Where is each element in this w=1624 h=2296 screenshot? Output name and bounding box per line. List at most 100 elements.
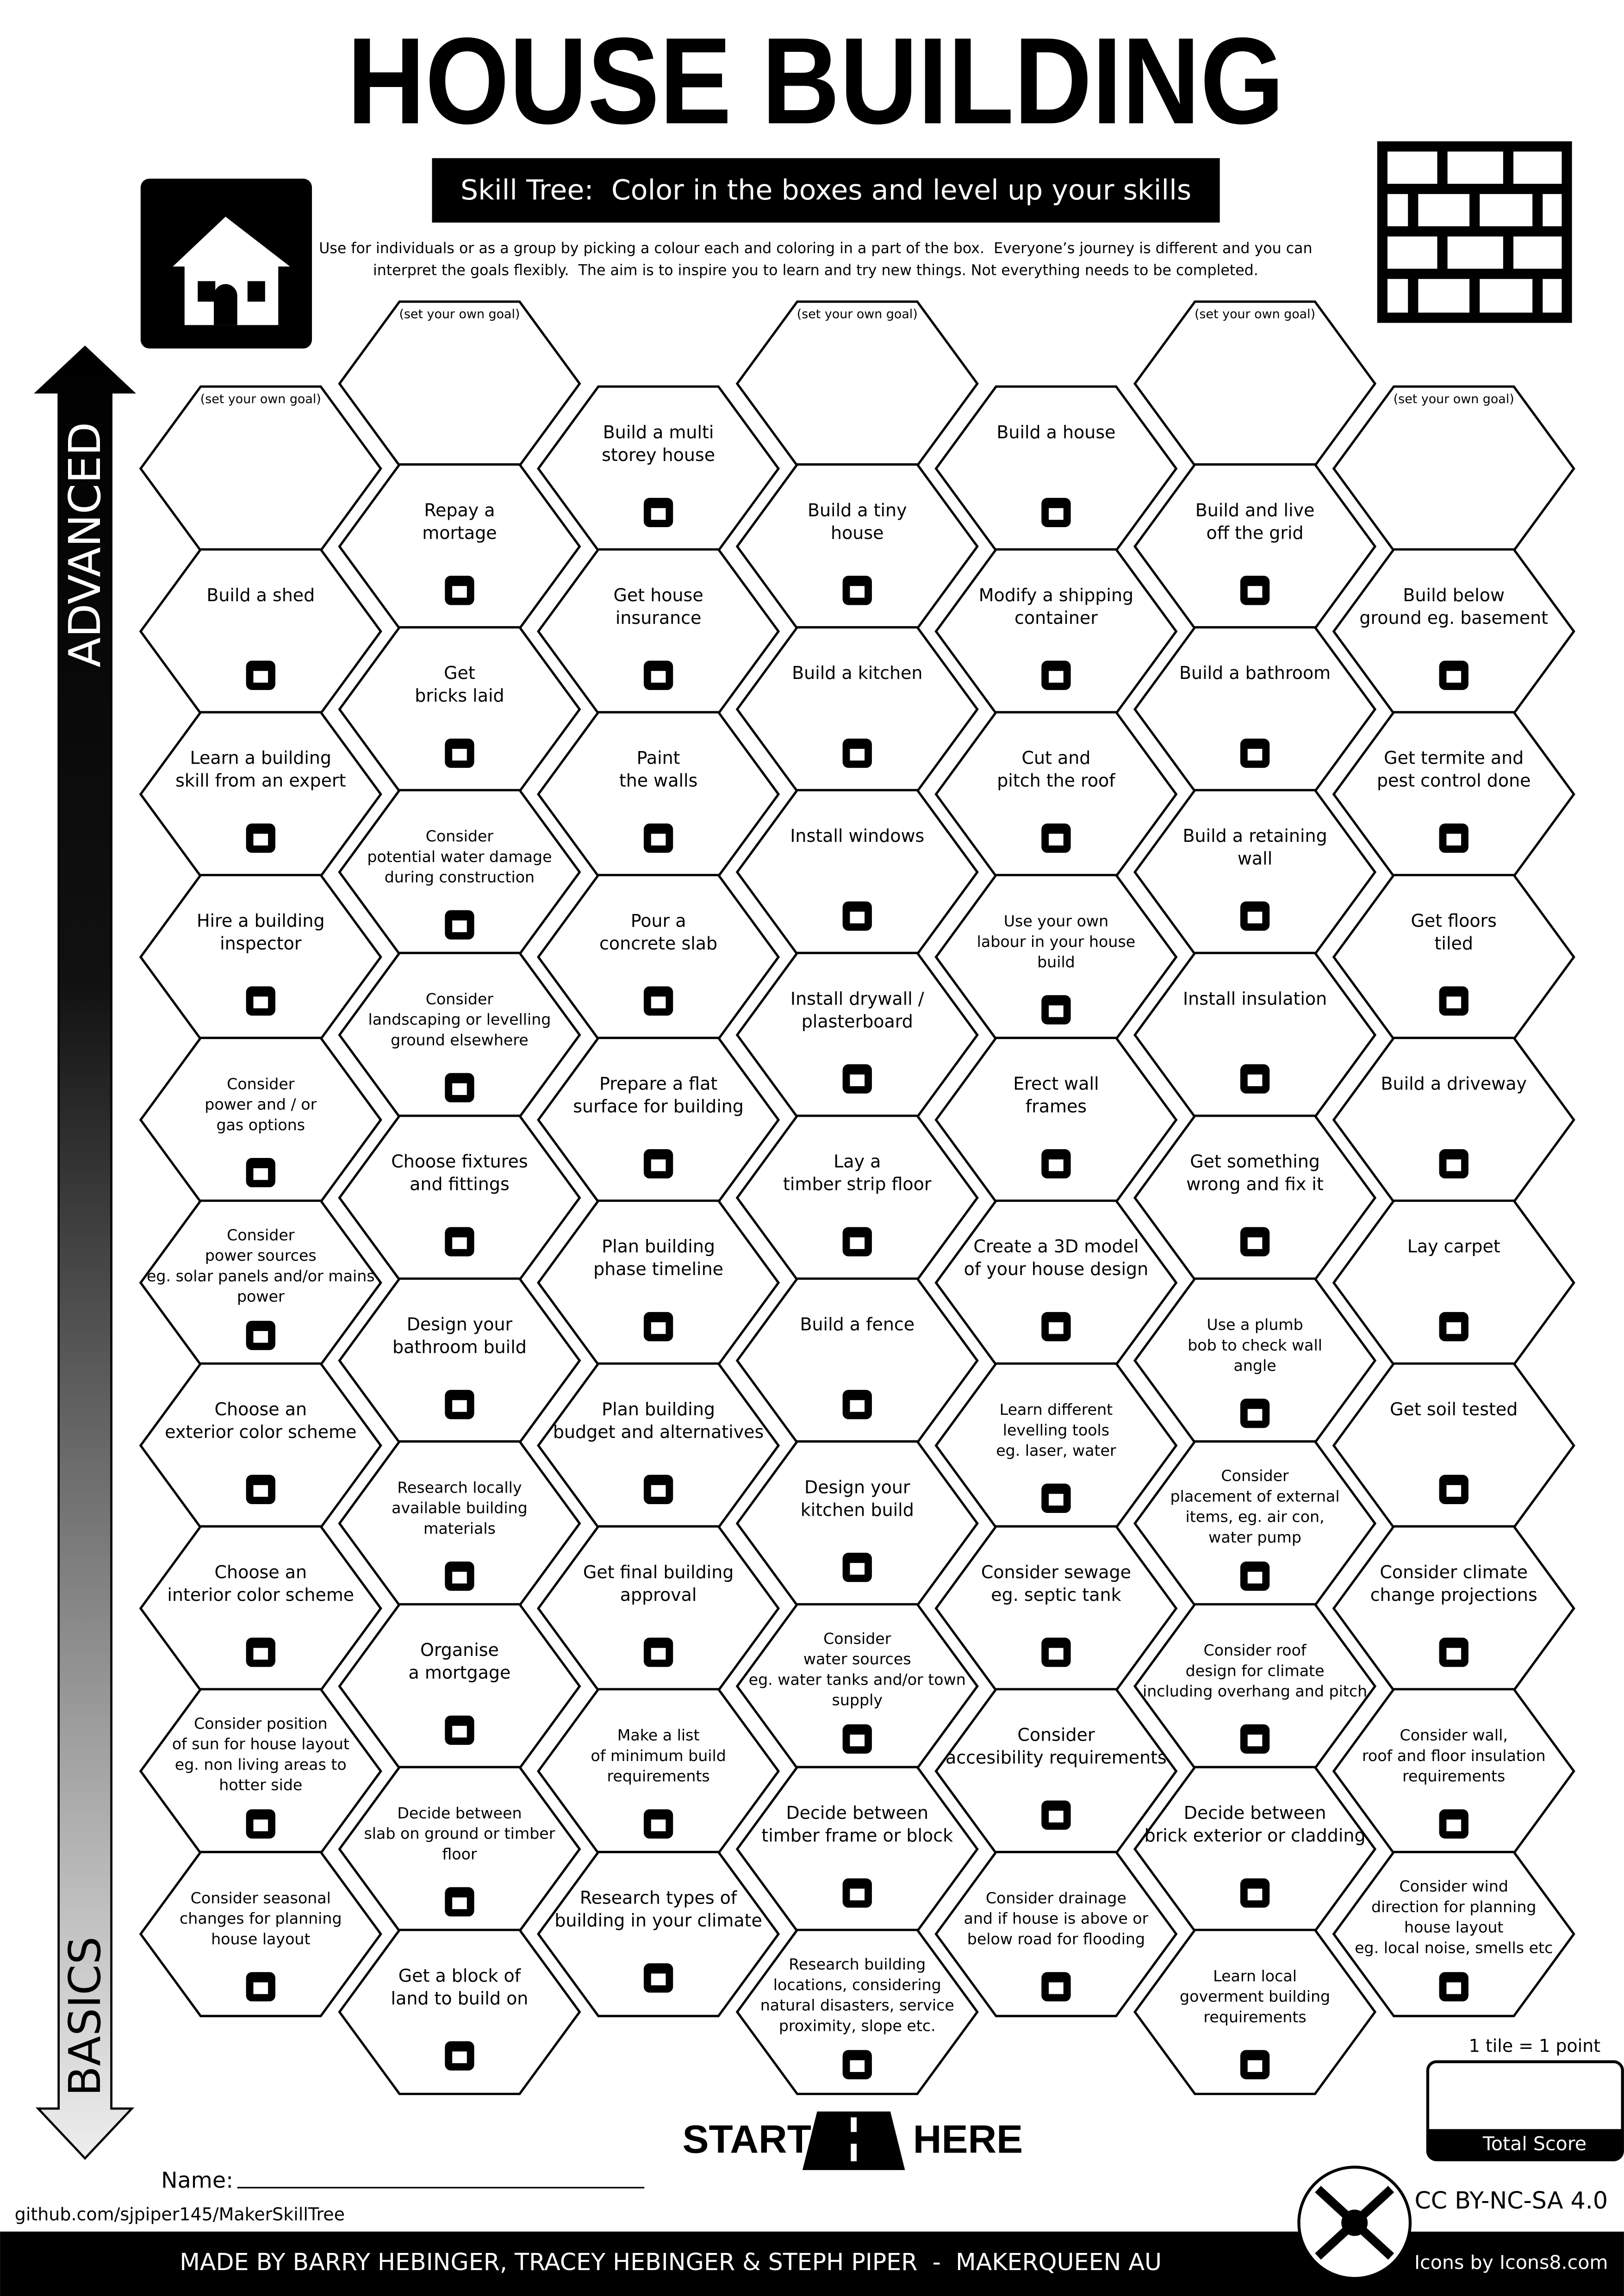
- tile-icon-detail: [1049, 834, 1064, 846]
- tile-icon-detail: [452, 2051, 467, 2063]
- tile-label: Build a driveway: [1381, 1073, 1527, 1094]
- tile-icon-detail: [651, 671, 666, 683]
- tile-label: container: [1014, 608, 1098, 628]
- tile-label: eg. laser, water: [996, 1442, 1116, 1460]
- tile-label: available building: [392, 1499, 528, 1517]
- tile-icon-detail: [253, 1331, 268, 1343]
- tile-label: Consider: [1221, 1467, 1289, 1485]
- tile-label: house layout: [1404, 1918, 1503, 1936]
- tile-label: Consider drainage: [986, 1889, 1126, 1907]
- tile-icon-detail: [1049, 1811, 1064, 1823]
- tile-icon-detail: [1049, 1159, 1064, 1171]
- tile-icon-detail: [253, 1648, 268, 1660]
- tile-label: Install windows: [790, 826, 924, 846]
- tile-icon-detail: [850, 586, 865, 598]
- tile-icon-detail: [253, 1819, 268, 1831]
- tile-label: Learn a building: [190, 748, 331, 768]
- house-icon: [140, 178, 312, 349]
- description: interpret the goals flexibly. The aim is…: [373, 262, 1258, 279]
- tile-icon-detail: [651, 1819, 666, 1831]
- tile-label: building in your climate: [554, 1910, 762, 1930]
- tile-label: brick exterior or cladding: [1145, 1825, 1366, 1846]
- tile-label: Choose an: [215, 1399, 307, 1419]
- tile-icon-detail: [253, 671, 268, 683]
- tile-icon-detail: [651, 1322, 666, 1334]
- tile-icon-detail: [850, 911, 865, 924]
- tile-icon-detail: [1049, 1322, 1064, 1334]
- tile-label: surface for building: [573, 1096, 744, 1116]
- tile-label: land to build on: [391, 1988, 529, 2009]
- tile-icon-detail: [1049, 1982, 1064, 1994]
- tile-label: Use a plumb: [1207, 1315, 1303, 1333]
- tile-icon-detail: [1446, 1322, 1462, 1334]
- tile-icon-detail: [452, 1572, 467, 1584]
- tile-label: Use your own: [1004, 912, 1108, 930]
- tile-icon-detail: [253, 834, 268, 846]
- tile-icon-detail: [1247, 2060, 1263, 2072]
- tile-label: Install drywall /: [790, 989, 924, 1009]
- tile-label: angle: [1233, 1356, 1276, 1375]
- tile-label: eg. non living areas to: [175, 1755, 347, 1773]
- tile-label: Decide between: [786, 1803, 928, 1823]
- tile-icon-detail: [850, 1563, 865, 1575]
- tile-label: Consider: [227, 1075, 295, 1093]
- tile-label: Lay a: [834, 1151, 881, 1172]
- tile-label: interior color scheme: [167, 1585, 354, 1605]
- tile-label: pitch the roof: [997, 771, 1116, 791]
- axis-top-label: ADVANCED: [60, 422, 111, 667]
- tile-icon-detail: [1247, 1572, 1263, 1584]
- tile-label: budget and alternatives: [553, 1422, 764, 1442]
- tile-icon-detail: [1247, 1237, 1263, 1249]
- tile-label: wrong and fix it: [1186, 1174, 1324, 1195]
- tile-label: Pour a: [631, 910, 686, 931]
- tile-label: pest control done: [1377, 771, 1531, 791]
- footer-icons: Icons by Icons8.com: [1414, 2251, 1608, 2273]
- tile-label: kitchen build: [801, 1500, 914, 1520]
- tile-icon-detail: [651, 1973, 666, 1985]
- goal-placeholder: (set your own goal): [1195, 307, 1315, 322]
- tile-label: ground elsewhere: [391, 1031, 529, 1049]
- subtitle: Skill Tree: Color in the boxes and level…: [460, 174, 1191, 206]
- tile-icon-detail: [651, 508, 666, 520]
- tile-label: roof and floor insulation: [1362, 1747, 1546, 1765]
- brick-icon: [1377, 141, 1572, 323]
- tile-icon-detail: [1247, 1409, 1263, 1421]
- tile-icon-detail: [1049, 1648, 1064, 1660]
- tile-icon-detail: [1446, 671, 1462, 683]
- tile-icon-detail: [452, 920, 467, 933]
- tile-label: levelling tools: [1003, 1421, 1109, 1439]
- tile-label: off the grid: [1207, 523, 1304, 543]
- tile-icon-detail: [651, 1485, 666, 1497]
- github-link: github.com/sjpiper145/MakerSkillTree: [15, 2204, 345, 2224]
- tile-label: Research types of: [580, 1887, 738, 1908]
- tile-icon-detail: [452, 1083, 467, 1095]
- tile-icon-detail: [1446, 1982, 1462, 1994]
- tile-label: accesibility requirements: [946, 1748, 1167, 1768]
- tile-label: Build a fence: [800, 1314, 915, 1334]
- tile-label: house layout: [211, 1930, 310, 1948]
- tile-label: Repay a: [424, 500, 495, 520]
- tile-label: tiled: [1435, 933, 1473, 954]
- maker-logo: [1297, 2165, 1412, 2280]
- tile-label: timber frame or block: [761, 1825, 953, 1846]
- tile-label: including overhang and pitch: [1143, 1682, 1367, 1700]
- tile-label: Get something: [1190, 1151, 1320, 1172]
- tile-label: eg. septic tank: [991, 1585, 1121, 1605]
- tile-icon-detail: [850, 749, 865, 761]
- here-label: HERE: [913, 2117, 1023, 2161]
- tile-label: locations, considering: [773, 1976, 941, 1994]
- tile-label: Consider climate: [1380, 1562, 1528, 1582]
- tile-label: of minimum build: [591, 1747, 726, 1765]
- tile-label: requirements: [1203, 2008, 1306, 2026]
- tile-icon-detail: [452, 749, 467, 761]
- tile-icon-detail: [253, 1982, 268, 1994]
- goal-placeholder: (set your own goal): [399, 307, 520, 322]
- tile-label: Get: [444, 663, 475, 683]
- tile-label: Build a retaining: [1182, 826, 1327, 846]
- tile-label: eg. local noise, smells etc: [1355, 1939, 1553, 1957]
- tile-icon-detail: [1446, 1159, 1462, 1171]
- tile-icon-detail: [1247, 1888, 1263, 1901]
- tile-label: labour in your house: [977, 933, 1136, 951]
- tile-label: approval: [620, 1585, 697, 1605]
